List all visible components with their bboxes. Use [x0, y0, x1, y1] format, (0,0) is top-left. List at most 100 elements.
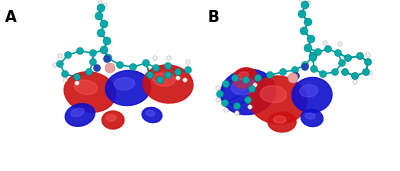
Circle shape	[235, 111, 239, 115]
Circle shape	[320, 70, 326, 77]
Circle shape	[176, 76, 180, 80]
Circle shape	[300, 27, 308, 35]
Circle shape	[100, 46, 108, 54]
Ellipse shape	[64, 72, 116, 112]
Ellipse shape	[221, 69, 275, 115]
Circle shape	[62, 70, 68, 77]
Circle shape	[164, 71, 172, 78]
Ellipse shape	[146, 110, 155, 116]
Circle shape	[242, 76, 250, 83]
Circle shape	[301, 1, 309, 9]
Circle shape	[156, 76, 164, 83]
Ellipse shape	[142, 107, 162, 123]
Circle shape	[53, 63, 57, 67]
Ellipse shape	[102, 111, 124, 129]
Circle shape	[304, 18, 312, 26]
Circle shape	[365, 59, 371, 65]
Circle shape	[116, 62, 124, 69]
Circle shape	[338, 42, 342, 46]
Ellipse shape	[153, 73, 175, 86]
Circle shape	[234, 102, 240, 109]
Ellipse shape	[74, 80, 98, 94]
Circle shape	[332, 69, 338, 76]
Circle shape	[74, 74, 80, 81]
Text: A: A	[5, 10, 17, 25]
Circle shape	[310, 65, 318, 73]
Circle shape	[104, 54, 112, 62]
Ellipse shape	[143, 65, 193, 103]
Circle shape	[98, 1, 102, 5]
Circle shape	[302, 62, 308, 69]
Circle shape	[248, 86, 256, 93]
Circle shape	[292, 73, 300, 80]
Circle shape	[364, 58, 372, 65]
Ellipse shape	[106, 115, 116, 121]
Circle shape	[167, 56, 171, 60]
Circle shape	[165, 72, 171, 78]
Circle shape	[357, 53, 363, 59]
Circle shape	[366, 53, 370, 57]
Circle shape	[58, 54, 62, 58]
Ellipse shape	[268, 112, 296, 132]
Circle shape	[324, 45, 332, 52]
Circle shape	[63, 78, 67, 82]
Circle shape	[216, 86, 220, 90]
Circle shape	[105, 63, 115, 73]
Circle shape	[323, 41, 327, 45]
Circle shape	[103, 37, 111, 45]
Circle shape	[307, 35, 315, 43]
Ellipse shape	[231, 78, 256, 95]
Circle shape	[288, 73, 298, 83]
Circle shape	[90, 49, 96, 56]
Circle shape	[186, 60, 190, 64]
Ellipse shape	[106, 70, 150, 106]
Circle shape	[183, 78, 187, 82]
Circle shape	[368, 71, 372, 75]
Circle shape	[334, 49, 342, 56]
Circle shape	[56, 61, 64, 68]
Circle shape	[352, 73, 358, 80]
Circle shape	[97, 4, 105, 12]
Ellipse shape	[65, 104, 95, 126]
Circle shape	[304, 44, 312, 52]
Ellipse shape	[260, 86, 286, 103]
Ellipse shape	[292, 77, 332, 113]
Circle shape	[104, 56, 110, 62]
Circle shape	[76, 48, 84, 55]
Circle shape	[309, 52, 317, 60]
Circle shape	[97, 29, 105, 37]
Circle shape	[254, 75, 262, 82]
Circle shape	[232, 75, 238, 82]
Circle shape	[184, 67, 192, 74]
Circle shape	[222, 81, 230, 88]
Circle shape	[103, 3, 107, 7]
Circle shape	[216, 98, 220, 102]
Ellipse shape	[305, 113, 315, 119]
Circle shape	[280, 69, 286, 76]
Circle shape	[345, 55, 351, 61]
Circle shape	[342, 69, 348, 76]
Circle shape	[95, 12, 103, 20]
Circle shape	[94, 64, 100, 71]
Circle shape	[244, 96, 252, 103]
Ellipse shape	[114, 78, 134, 90]
Circle shape	[362, 69, 370, 76]
Ellipse shape	[300, 85, 318, 97]
Circle shape	[338, 60, 346, 67]
Circle shape	[224, 108, 228, 112]
Ellipse shape	[301, 109, 323, 127]
Ellipse shape	[238, 72, 248, 79]
Circle shape	[363, 69, 369, 75]
Circle shape	[174, 69, 182, 76]
Circle shape	[146, 71, 154, 78]
Circle shape	[302, 63, 308, 70]
Circle shape	[100, 20, 108, 28]
Circle shape	[153, 56, 157, 60]
Circle shape	[152, 64, 160, 71]
Circle shape	[75, 81, 79, 85]
Circle shape	[298, 10, 306, 18]
Circle shape	[147, 72, 153, 78]
Ellipse shape	[274, 116, 286, 123]
Circle shape	[314, 49, 322, 56]
Circle shape	[64, 51, 72, 58]
